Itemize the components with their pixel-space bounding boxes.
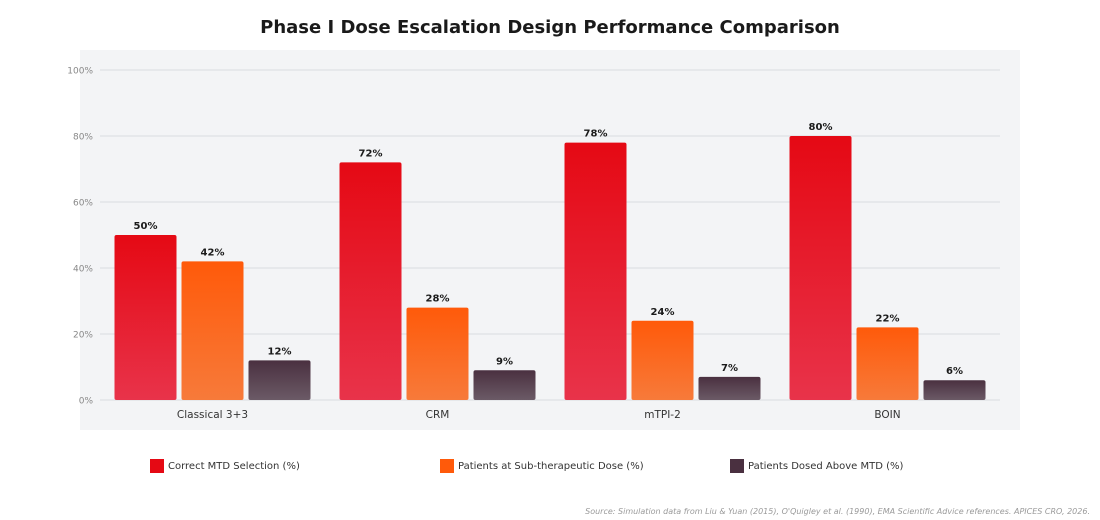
x-tick-label: BOIN (874, 409, 900, 421)
data-label: 72% (359, 148, 383, 159)
x-tick-label: CRM (426, 409, 450, 421)
bar (631, 320, 694, 400)
y-tick-label: 100% (67, 67, 93, 77)
bar (339, 162, 402, 400)
x-tick-label: Classical 3+3 (177, 409, 248, 421)
legend-label: Patients Dosed Above MTD (%) (748, 460, 904, 472)
y-tick-label: 0% (79, 397, 94, 407)
data-label: 12% (268, 346, 292, 357)
y-tick-label: 40% (73, 265, 93, 275)
data-label: 9% (496, 356, 513, 367)
data-label: 6% (946, 366, 963, 377)
legend-item-above-mtd: Patients Dosed Above MTD (%) (730, 459, 903, 473)
legend-item-correct-mtd: Correct MTD Selection (%) (150, 459, 300, 473)
data-label: 24% (651, 307, 675, 318)
source-note: Source: Simulation data from Liu & Yuan … (585, 507, 1090, 516)
legend-label: Patients at Sub-therapeutic Dose (%) (458, 460, 644, 472)
data-label: 78% (584, 129, 608, 140)
data-label: 42% (201, 247, 225, 258)
chart-legend: Correct MTD Selection (%) Patients at Su… (0, 459, 1100, 477)
bar (923, 380, 986, 400)
chart-title: Phase I Dose Escalation Design Performan… (260, 17, 840, 38)
legend-label: Correct MTD Selection (%) (168, 460, 300, 472)
y-tick-label: 80% (73, 133, 93, 143)
data-label: 22% (876, 313, 900, 324)
y-tick-label: 60% (73, 199, 93, 209)
bar (473, 370, 536, 400)
bar (789, 136, 852, 400)
legend-item-sub-therapeutic: Patients at Sub-therapeutic Dose (%) (440, 459, 644, 473)
data-label: 80% (809, 122, 833, 133)
legend-swatch (150, 459, 164, 473)
bar (564, 142, 627, 400)
legend-swatch (440, 459, 454, 473)
bar (248, 360, 311, 400)
bar (181, 261, 244, 400)
y-tick-label: 20% (73, 331, 93, 341)
x-tick-label: mTPI-2 (644, 409, 681, 421)
data-label: 7% (721, 363, 738, 374)
legend-swatch (730, 459, 744, 473)
bar (856, 327, 919, 400)
data-label: 28% (426, 294, 450, 305)
bar (698, 376, 761, 400)
data-label: 50% (134, 221, 158, 232)
bar (114, 235, 177, 400)
bar (406, 307, 469, 400)
